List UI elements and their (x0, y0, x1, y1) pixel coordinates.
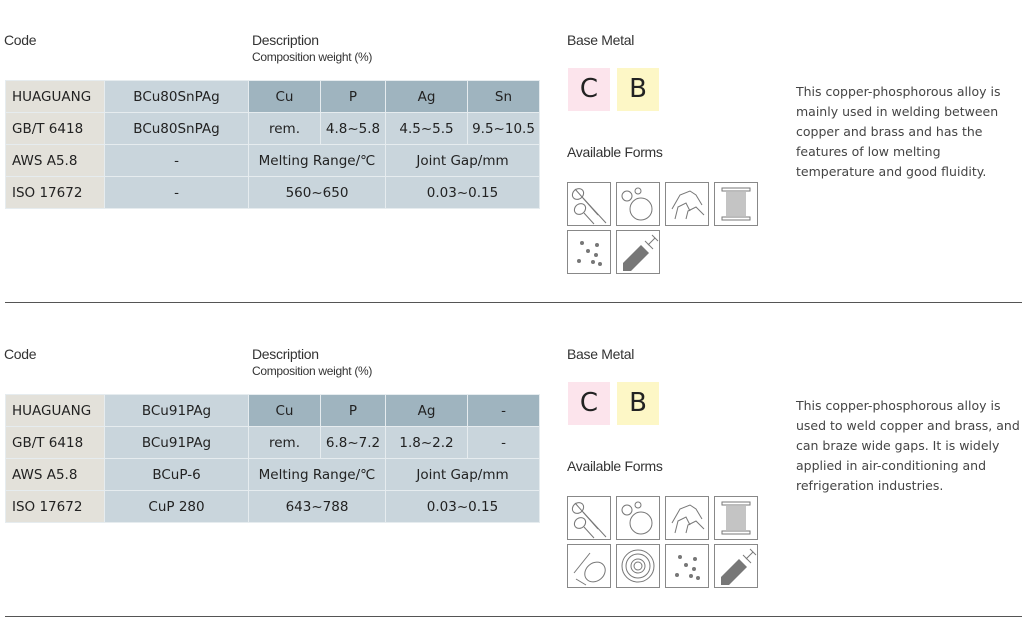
base-metal-badge: B (617, 382, 659, 425)
paste-syringe-icon (616, 230, 660, 274)
rod-icon (567, 182, 611, 226)
table-cell: 643~788 (248, 490, 386, 523)
table-cell: Melting Range/℃ (248, 458, 386, 491)
table-cell: 0.03~0.15 (385, 176, 540, 209)
table-cell: CuP 280 (104, 490, 249, 523)
table-cell: - (467, 394, 540, 427)
table-row: ISO 17672-560~650 0.03~0.15 (5, 176, 540, 209)
table-cell: HUAGUANG (5, 80, 105, 113)
product-description: This copper-phosphorous alloy is mainly … (796, 84, 1001, 179)
table-cell: BCuP-6 (104, 458, 249, 491)
table-cell: BCu91PAg (104, 394, 249, 427)
table-row: AWS A5.8 BCuP-6 Melting Range/℃ Joint Gap/m… (5, 458, 540, 491)
table-cell: - (104, 176, 249, 209)
powder-icon (665, 544, 709, 588)
available-forms-label: Available Forms (567, 144, 663, 160)
powder-icon (567, 230, 611, 274)
composition-label: Composition weight (%) (252, 50, 373, 64)
table-cell: 6.8~7.2 (320, 426, 386, 459)
code-label: Code (4, 32, 37, 48)
table-cell: Joint Gap/mm (385, 144, 540, 177)
paste-syringe-icon (714, 544, 758, 588)
product-description: This copper-phosphorous alloy is used to… (796, 398, 1020, 493)
wire-spool-icon (714, 496, 758, 540)
wire-spool-icon (714, 182, 758, 226)
table-cell: - (104, 144, 249, 177)
table-cell: GB/T 6418 (5, 112, 105, 145)
table-row: GB/T 6418 BCu91PAg rem. 6.8~7.2 1.8~2.2- (5, 426, 540, 459)
forms-grid (567, 496, 767, 592)
table-cell: Melting Range/℃ (248, 144, 386, 177)
table-cell: Sn (467, 80, 540, 113)
product-section: Code Description Composition weight (%) … (0, 0, 1024, 314)
table-cell: AWS A5.8 (5, 458, 105, 491)
table-cell: 1.8~2.2 (385, 426, 468, 459)
base-metal-badge: C (568, 68, 610, 111)
description-label: Description (252, 32, 319, 48)
table-cell: 4.5~5.5 (385, 112, 468, 145)
spec-table: HUAGUANG BCu80SnPAg Cu P Ag Sn GB/T 6418 BCu80S… (5, 80, 540, 209)
table-cell: AWS A5.8 (5, 144, 105, 177)
composition-label: Composition weight (%) (252, 364, 373, 378)
table-cell: Ag (385, 80, 468, 113)
table-cell: BCu80SnPAg (104, 80, 249, 113)
forms-grid (567, 182, 767, 278)
table-cell: GB/T 6418 (5, 426, 105, 459)
preform-icon (665, 496, 709, 540)
table-cell: P (320, 80, 386, 113)
ring-icon (616, 496, 660, 540)
rod-icon (567, 496, 611, 540)
code-label: Code (4, 346, 37, 362)
coil-icon (567, 544, 611, 588)
table-cell: ISO 17672 (5, 176, 105, 209)
divider (5, 616, 1022, 617)
table-cell: - (467, 426, 540, 459)
table-row: GB/T 6418 BCu80SnPAg rem. 4.8~5.8 4.5~5.5 9.5… (5, 112, 540, 145)
table-cell: rem. (248, 426, 321, 459)
spec-table: HUAGUANG BCu91PAg Cu P Ag - GB/T 6418 BCu91PAg r… (5, 394, 540, 523)
table-cell: Cu (248, 394, 321, 427)
base-metal-label: Base Metal (567, 346, 635, 362)
table-cell: 0.03~0.15 (385, 490, 540, 523)
table-row: HUAGUANG BCu80SnPAg Cu P Ag Sn (5, 80, 540, 113)
foil-ring-icon (616, 544, 660, 588)
available-forms-label: Available Forms (567, 458, 663, 474)
ring-icon (616, 182, 660, 226)
table-row: HUAGUANG BCu91PAg Cu P Ag - (5, 394, 540, 427)
table-row: ISO 17672 CuP 280 643~788 0.03~0.15 (5, 490, 540, 523)
product-section: Code Description Composition weight (%) … (0, 314, 1024, 628)
table-cell: Joint Gap/mm (385, 458, 540, 491)
table-cell: ISO 17672 (5, 490, 105, 523)
base-metal-badge: B (617, 68, 659, 111)
table-cell: Ag (385, 394, 468, 427)
preform-icon (665, 182, 709, 226)
table-cell: 9.5~10.5 (467, 112, 540, 145)
base-metal-badge: C (568, 382, 610, 425)
table-cell: rem. (248, 112, 321, 145)
table-cell: P (320, 394, 386, 427)
table-cell: Cu (248, 80, 321, 113)
divider (5, 302, 1022, 303)
base-metal-label: Base Metal (567, 32, 635, 48)
table-cell: 560~650 (248, 176, 386, 209)
table-cell: 4.8~5.8 (320, 112, 386, 145)
table-row: AWS A5.8- Melting Range/℃ Joint Gap/mm (5, 144, 540, 177)
table-cell: BCu80SnPAg (104, 112, 249, 145)
table-cell: BCu91PAg (104, 426, 249, 459)
description-label: Description (252, 346, 319, 362)
table-cell: HUAGUANG (5, 394, 105, 427)
